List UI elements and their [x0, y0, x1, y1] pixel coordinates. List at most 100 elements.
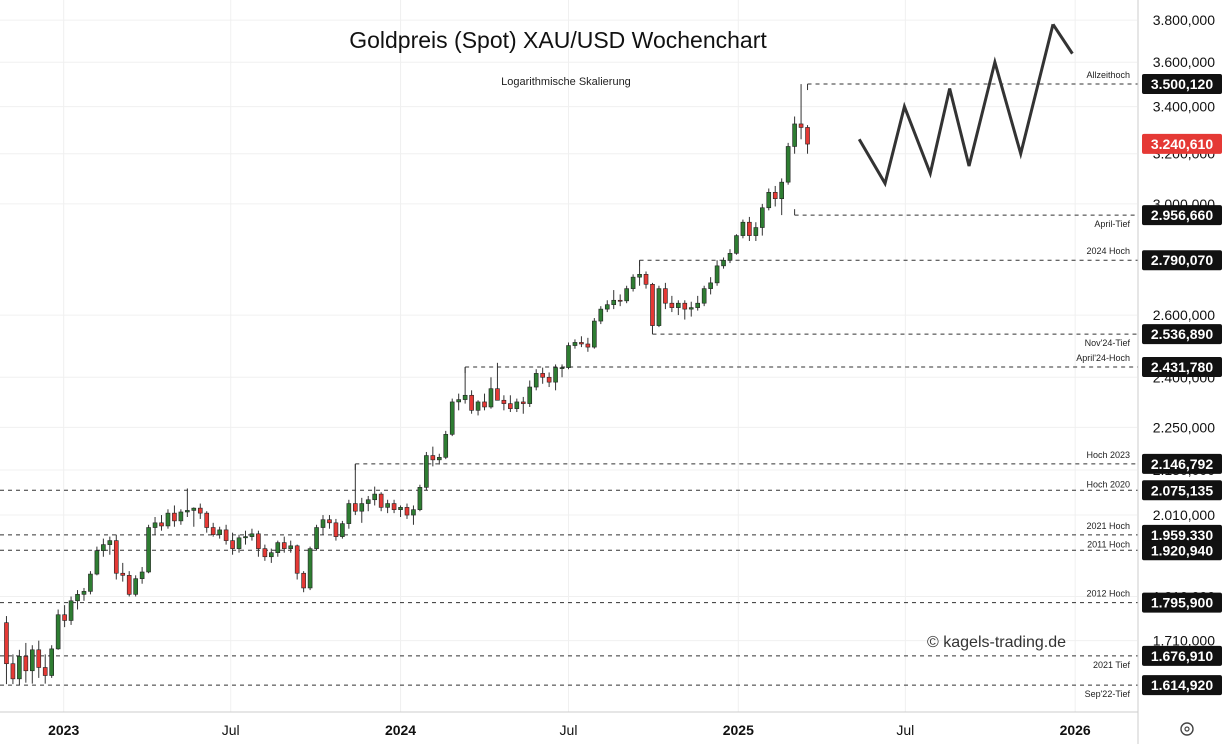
candle-down [378, 492, 384, 512]
settings-icon[interactable] [1180, 722, 1194, 736]
candle-body [359, 503, 365, 512]
candle-body [49, 648, 54, 676]
candle-down [281, 536, 287, 553]
level-badge-label: 3.500,120 [1151, 76, 1213, 92]
candle-body [301, 572, 306, 589]
candle-up [714, 260, 720, 286]
candle-up [572, 339, 578, 349]
x-tick-label: 2026 [1060, 722, 1091, 738]
level-badge [1142, 74, 1222, 95]
candle-body [288, 545, 294, 549]
projection-path [857, 23, 1074, 188]
candle-down [113, 534, 119, 580]
candle-up [753, 222, 759, 242]
candle-body [708, 282, 713, 289]
candle-up [340, 520, 345, 539]
price-badges: 3.500,120 2.956,660 2.790,070 2.536,890 2.43… [1142, 74, 1222, 696]
level-badge [1142, 205, 1222, 226]
candle-body [785, 146, 791, 183]
candle-up [785, 142, 791, 185]
level-badge [1142, 675, 1222, 696]
candle-up [514, 398, 520, 413]
candle-body [514, 401, 520, 409]
candle-body [669, 302, 675, 308]
candle-down [197, 503, 203, 519]
candle-body [307, 548, 313, 589]
candle-body [10, 663, 16, 680]
candle-up [269, 548, 274, 563]
candle-down [353, 464, 358, 516]
candle-up [81, 587, 87, 601]
level-badge [1142, 250, 1222, 271]
y-tick-label: 2.010,000 [1153, 507, 1215, 523]
candle-up [676, 300, 681, 316]
candle-body [197, 507, 203, 514]
chart-subtitle: Logarithmische Skalierung [501, 76, 631, 88]
candle-body [126, 575, 132, 595]
candle-down [230, 532, 235, 555]
candle-down [210, 522, 216, 537]
candle-up [236, 534, 242, 553]
candle-body [101, 544, 106, 551]
level-badge-label: 1.959,330 [1151, 527, 1213, 543]
chart-title: Goldpreis (Spot) XAU/USD Wochenchart [349, 27, 767, 53]
candle-up [417, 484, 423, 512]
candle-up [275, 540, 281, 557]
candle-body [475, 401, 481, 411]
candle-down [36, 640, 42, 678]
candle-body [520, 401, 526, 404]
x-tick-label: Jul [896, 722, 914, 738]
candle-body [333, 522, 339, 537]
candle-up [107, 536, 113, 555]
candle-up [152, 516, 158, 535]
candle-up [133, 575, 138, 597]
candle-body [191, 507, 197, 511]
candle-body [682, 302, 688, 310]
level-badge-label: 2.146,792 [1151, 456, 1213, 472]
candle-up [656, 285, 662, 328]
candle-body [449, 401, 455, 435]
candle-body [740, 221, 746, 236]
level-note: 2012 Hoch [1086, 589, 1130, 599]
candle-body [165, 512, 171, 527]
candle-up [320, 515, 326, 535]
candle-up [449, 398, 455, 437]
level-badge [1142, 453, 1222, 474]
candle-body [501, 399, 507, 404]
candle-down [520, 396, 526, 414]
candle-up [365, 495, 371, 512]
candle-down [643, 271, 649, 289]
level-badge-label: 2.956,660 [1151, 207, 1213, 223]
level-badge [1142, 480, 1222, 501]
y-tick-label: 1.710,000 [1153, 633, 1215, 649]
candle-body [29, 649, 35, 672]
candle-down [663, 282, 668, 310]
candle-body [656, 288, 662, 326]
candle-body [294, 545, 300, 574]
candle-body [398, 507, 403, 510]
candle-body [269, 552, 274, 558]
candle-up [314, 524, 319, 551]
candle-body [281, 542, 287, 549]
candle-down [469, 390, 474, 414]
candle-up [359, 497, 365, 523]
candle-down [262, 544, 268, 561]
candle-up [139, 567, 145, 584]
candle-body [88, 573, 93, 592]
candle-up [249, 528, 255, 541]
candle-down [256, 530, 261, 557]
candle-down [23, 642, 29, 683]
candle-body [81, 591, 87, 595]
candle-body [320, 519, 326, 528]
candle-body [747, 221, 752, 236]
candle-down [126, 571, 132, 597]
candle-body [68, 600, 74, 621]
candle-up [695, 295, 701, 311]
level-badge [1142, 357, 1222, 378]
candle-down [294, 544, 300, 580]
candle-up [688, 301, 694, 317]
candle-body [482, 401, 487, 408]
candle-body [411, 509, 416, 516]
candle-up [598, 306, 604, 325]
